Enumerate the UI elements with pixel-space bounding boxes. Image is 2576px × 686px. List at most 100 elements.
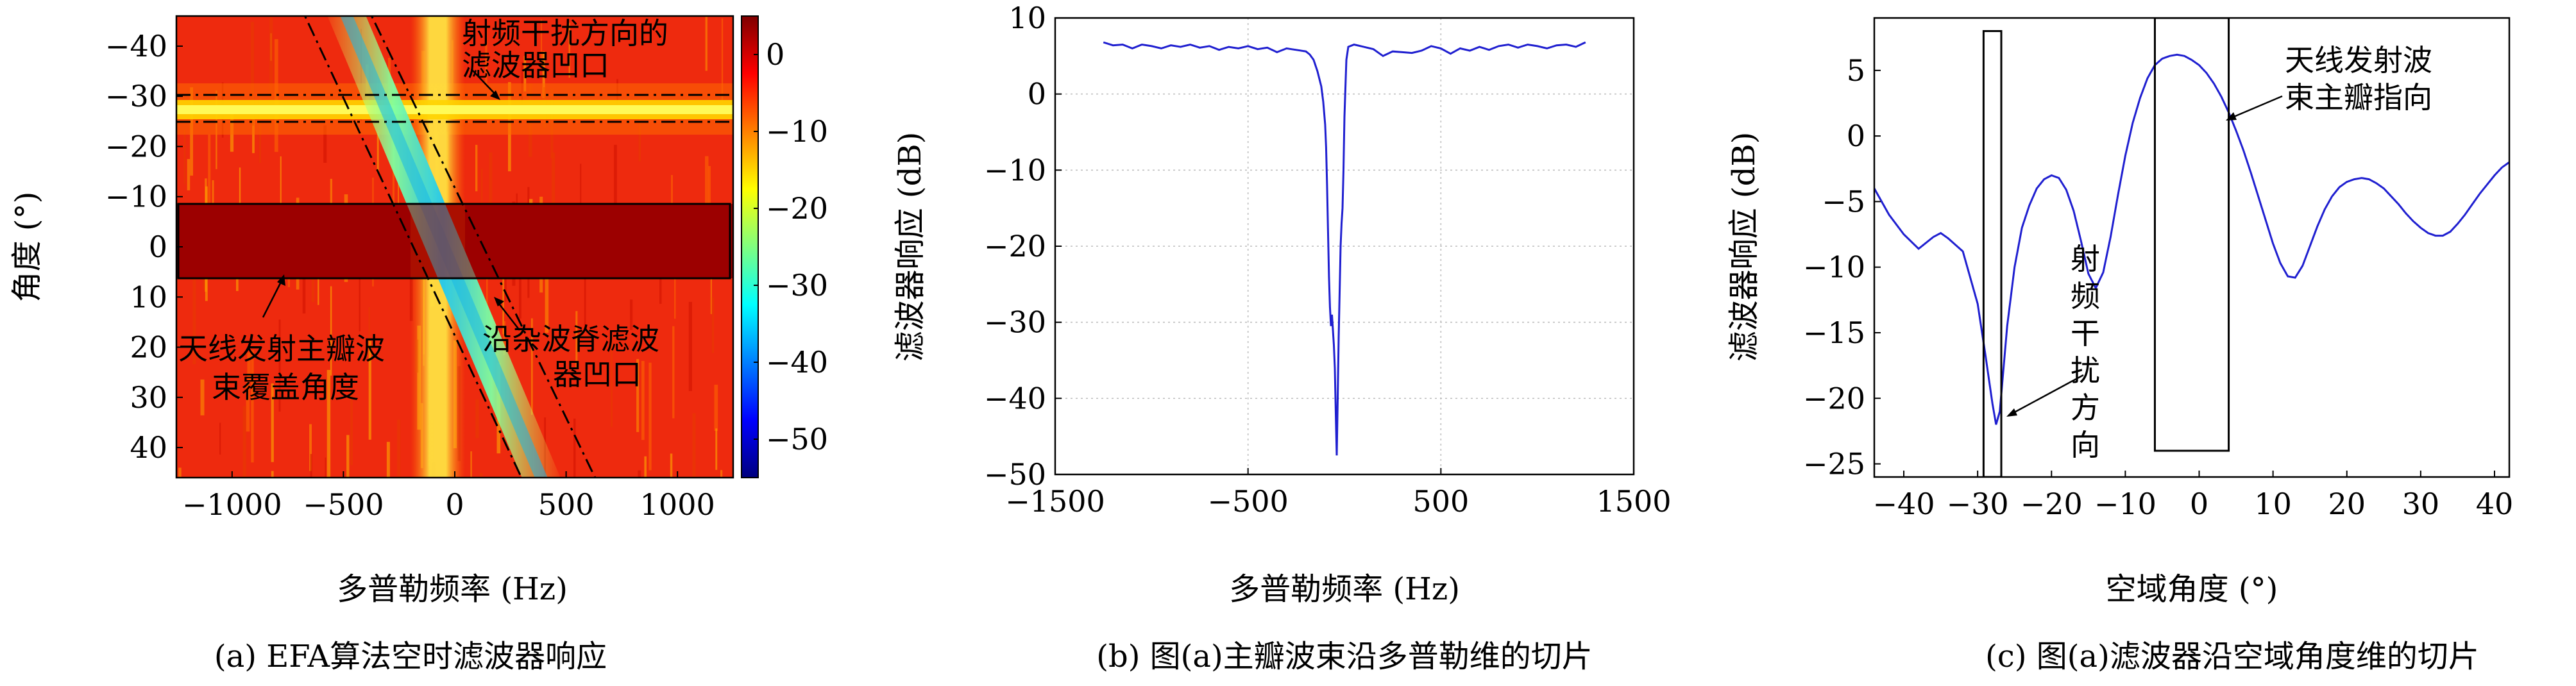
heatmap-streak [614, 144, 617, 253]
arrow-ridge-notch [496, 301, 520, 331]
highlight-boxes-c [1982, 18, 2230, 477]
y-tick-label-c: −10 [1803, 250, 1865, 285]
y-tick-label-b: −10 [984, 153, 1046, 187]
x-tick-label-b: 1500 [1596, 484, 1671, 519]
heatmap-streak [710, 253, 712, 314]
heatmap-streak [714, 385, 718, 431]
heatmap-streak [246, 382, 250, 432]
heatmap-streak [721, 18, 724, 101]
x-tick-label-c: 30 [2402, 487, 2440, 521]
beam-direction-box [2153, 18, 2230, 452]
annotation-rfi-direction-char: 干 [2071, 316, 2100, 351]
heatmap-streak [386, 442, 390, 478]
heatmap-streak [309, 424, 312, 471]
y-tick-label-c: 5 [1847, 53, 1865, 88]
y-tick-label-b: −50 [984, 457, 1046, 492]
grid-b [1055, 17, 1634, 475]
x-tick-label-c: −10 [2094, 487, 2157, 521]
y-tick-label-b: 0 [1028, 77, 1046, 112]
heatmap-streak [377, 131, 379, 172]
heatmap-streak [611, 336, 613, 427]
heatmap-streak [485, 27, 487, 85]
y-tick-label-c: 0 [1847, 119, 1865, 153]
heatmap-streak [239, 167, 241, 231]
heatmap-streak [311, 256, 314, 302]
annotation-rfi-notch-line1: 射频干扰方向的 [462, 16, 668, 51]
heatmap-streak [489, 152, 493, 246]
annotation-rfi-direction-char: 向 [2071, 428, 2100, 462]
heatmap-streak [542, 51, 545, 98]
heatmap-streak [568, 22, 570, 78]
heatmap-streak [503, 321, 505, 355]
heatmap-streak [644, 456, 647, 478]
x-tick-label-a: 1000 [640, 487, 715, 522]
heatmap-streak [247, 352, 251, 381]
heatmap-streak [480, 473, 483, 478]
y-tick-label-a: 20 [130, 330, 167, 365]
x-tick-label-c: −30 [1947, 487, 2009, 521]
heatmap-streak [271, 383, 274, 462]
colorbar-tick-label: −10 [766, 114, 828, 149]
plot-frame-c [1873, 17, 2511, 478]
heatmap-streak [636, 359, 640, 432]
x-tick-label-c: 20 [2328, 487, 2366, 521]
heatmap-streak [671, 175, 673, 223]
xlabel-b: 多普勒频率 (Hz) [1229, 571, 1460, 607]
heatmap-streak [575, 311, 578, 369]
heatmap-streak [183, 129, 186, 185]
series-line-b [1103, 41, 1586, 456]
heatmap-streak [397, 419, 401, 478]
heatmap-streak [580, 163, 582, 234]
y-tick-label-b: 10 [1008, 1, 1046, 35]
heatmap-streak [392, 131, 395, 240]
heatmap-streak [323, 125, 327, 163]
heatmap-streak [692, 413, 696, 478]
colorbar-tick-label: −50 [766, 422, 828, 456]
heatmap-streak [178, 467, 182, 478]
y-tick-label-a: 0 [149, 230, 167, 264]
annotation-rfi-direction-char: 扰 [2071, 353, 2100, 388]
heatmap-streak [359, 251, 360, 331]
annotation-ridge-notch-line2: 器凹口 [553, 357, 641, 392]
heatmap-streak [552, 153, 555, 209]
y-tick-label-c: −25 [1803, 447, 1865, 481]
heatmap-streak [271, 471, 274, 478]
heatmap-streak [330, 178, 332, 219]
colorbar [741, 15, 759, 478]
axis-ticks-a: −1000 −500 0 500 1000 −40 −30 −20 −10 0 10 20 30 40 [105, 29, 715, 522]
annotation-beam-direction-line1: 天线发射波 [2285, 43, 2432, 78]
heatmap-streak [200, 379, 205, 415]
annotation-rfi-notch-line2: 滤波器凹口 [462, 48, 609, 83]
heatmap-streak [187, 159, 191, 190]
x-tick-label-a: −1000 [182, 487, 282, 522]
heatmap-streak [242, 406, 246, 478]
rfi-notch-band [176, 100, 733, 119]
heatmap-streak [705, 156, 709, 242]
y-tick-label-c: −20 [1803, 381, 1865, 415]
heatmap-streak [192, 276, 196, 364]
heatmap-streak [545, 246, 549, 333]
annotation-rfi-direction: 射频干扰方向 [2071, 242, 2100, 462]
heatmap-streak [350, 393, 353, 465]
heatmap-streak [252, 119, 255, 153]
heatmap-streak [475, 399, 479, 439]
y-tick-label-b: −20 [984, 229, 1046, 264]
annotation-rfi-direction-char: 射 [2071, 242, 2100, 276]
y-tick-label-b: −40 [984, 381, 1046, 415]
xlabel-c: 空域角度 (°) [2106, 571, 2278, 607]
heatmap-streak [310, 454, 312, 478]
arrow-rfi-direction [2010, 374, 2084, 415]
y-tick-label-c: −5 [1822, 184, 1865, 219]
heatmap-streak [326, 370, 331, 478]
ylabel-a: 角度 (°) [9, 192, 45, 303]
heatmap-streak [269, 17, 273, 133]
series-line-c [1874, 53, 2509, 425]
ridge-boundary-left [303, 16, 523, 478]
heatmap-streak [670, 453, 673, 478]
x-tick-label-c: −20 [2021, 487, 2083, 521]
caption-b: (b) 图(a)主瓣波束沿多普勒维的切片 [1096, 639, 1593, 674]
y-tick-label-a: −20 [105, 129, 167, 163]
caption-a: (a) EFA算法空时滤波器响应 [214, 639, 607, 674]
